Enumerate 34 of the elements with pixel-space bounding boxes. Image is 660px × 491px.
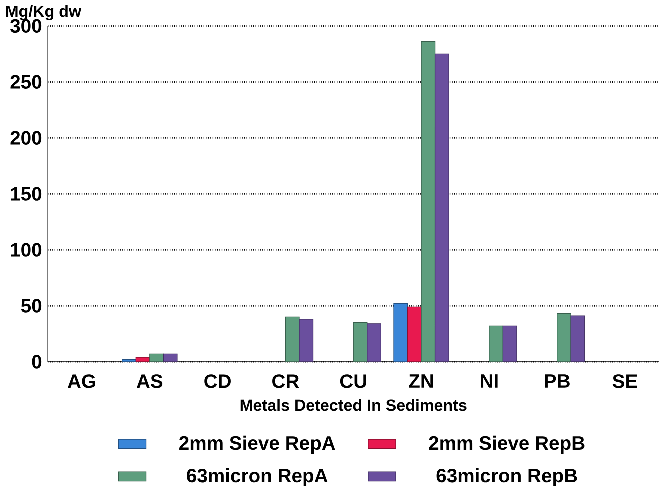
y-tick-label: 50 <box>21 298 42 313</box>
x-tick-label: CD <box>204 374 231 388</box>
y-tick-label: 200 <box>10 131 42 145</box>
bar <box>502 326 518 362</box>
legend-label: 2mm Sieve RepB <box>429 436 585 454</box>
bar <box>353 322 368 362</box>
bar <box>570 316 586 362</box>
legend-label: 2mm Sieve RepA <box>180 436 336 454</box>
bar <box>394 303 408 362</box>
bar <box>434 54 450 362</box>
y-axis-title: Mg/Kg dw <box>6 5 82 20</box>
bar <box>299 318 314 362</box>
y-tick-label: 300 <box>10 19 42 33</box>
bar <box>367 323 382 362</box>
bar <box>557 313 572 362</box>
x-tick-label: ZN <box>409 374 434 388</box>
x-tick-label: CU <box>340 374 366 388</box>
x-tick-label: AS <box>136 374 163 388</box>
bar <box>285 316 300 362</box>
y-tick-label: 250 <box>10 75 42 89</box>
legend-label: 63micron RepA <box>187 468 328 486</box>
x-axis-title: Metals Detected In Sediments <box>240 399 467 411</box>
legend-label: 63micron RepB <box>436 468 578 486</box>
x-tick-label: AG <box>68 374 96 388</box>
x-tick-label: SE <box>612 374 638 388</box>
y-tick-label: 100 <box>11 243 42 257</box>
bar <box>489 326 504 362</box>
x-tick-label: CR <box>272 374 300 388</box>
bar <box>407 306 422 362</box>
x-tick-label: NI <box>481 374 498 388</box>
x-tick-label: PB <box>545 374 570 388</box>
y-tick-label: 0 <box>32 354 42 369</box>
bar <box>421 41 436 362</box>
y-tick-label: 150 <box>11 187 42 201</box>
